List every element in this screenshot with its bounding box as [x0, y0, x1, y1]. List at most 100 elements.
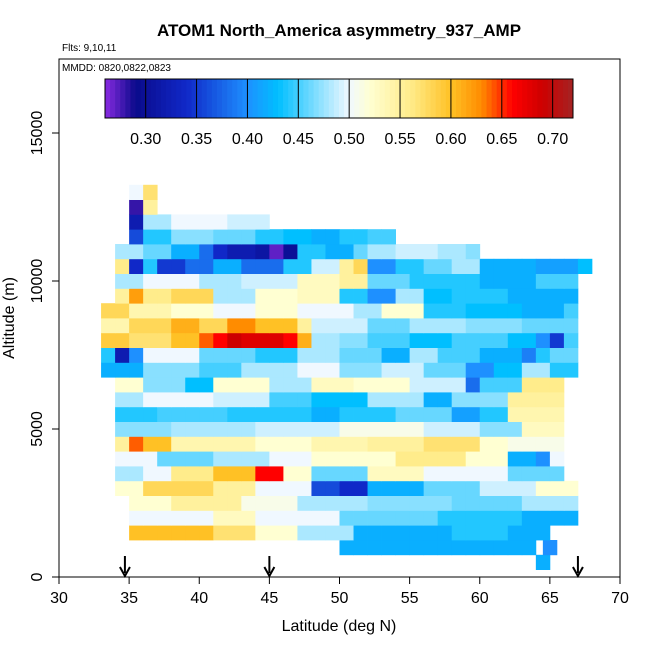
heatmap-cell [367, 466, 382, 482]
heatmap-cell [227, 421, 242, 437]
heatmap-cell [493, 332, 509, 348]
heatmap-cell [283, 362, 298, 378]
heatmap-cell [199, 229, 214, 245]
heatmap-cell [171, 362, 186, 378]
heatmap-cell [521, 377, 537, 393]
heatmap-cell [479, 510, 495, 526]
heatmap-cell [493, 421, 509, 437]
heatmap-cell [115, 273, 130, 289]
heatmap-cell [129, 332, 144, 348]
heatmap-cell [185, 258, 200, 274]
heatmap-cell [367, 436, 382, 452]
heatmap-cell [157, 258, 172, 274]
heatmap-cell [535, 480, 551, 496]
heatmap-cell [451, 244, 467, 260]
colorbar-swatch [252, 79, 259, 118]
heatmap-cell [171, 451, 186, 467]
colorbar-swatch [298, 79, 304, 118]
heatmap-cell [241, 525, 256, 541]
colorbar-swatch [425, 79, 432, 118]
heatmap-cell [563, 362, 579, 378]
heatmap-cell [115, 362, 130, 378]
heatmap-cell [437, 244, 453, 260]
heatmap-cell [269, 436, 284, 452]
flights-label: Flts: 9,10,11 [62, 43, 117, 54]
heatmap-cell [213, 510, 228, 526]
heatmap-cell [115, 258, 130, 274]
heatmap-cell [479, 421, 495, 437]
heatmap-cell [423, 303, 439, 319]
heatmap-cell [451, 273, 467, 289]
heatmap-cell [129, 406, 144, 422]
heatmap-cell [171, 392, 186, 408]
heatmap-cell [381, 303, 396, 319]
heatmap-cell [157, 244, 172, 260]
heatmap-cell [353, 229, 368, 245]
heatmap-cell [311, 525, 326, 541]
heatmap-cell [409, 258, 425, 274]
heatmap-cell [227, 525, 242, 541]
heatmap-cell [465, 451, 481, 467]
heatmap-cell [339, 362, 354, 378]
heatmap-cell [269, 421, 284, 437]
colorbar-swatch [369, 79, 376, 118]
heatmap-cell [367, 540, 382, 556]
heatmap-cell [185, 451, 200, 467]
y-tick-label: 10000 [29, 259, 46, 304]
heatmap-cell [143, 303, 158, 319]
heatmap-cell [423, 540, 439, 556]
heatmap-cell [409, 466, 425, 482]
heatmap-cell [199, 406, 214, 422]
heatmap-cell [367, 273, 382, 289]
heatmap-cell [479, 318, 495, 334]
heatmap-cell [507, 436, 523, 452]
heatmap-cell [409, 495, 425, 511]
heatmap-cell [339, 377, 354, 393]
heatmap-cell [199, 362, 214, 378]
heatmap-cell [185, 214, 200, 230]
heatmap-cell [339, 540, 354, 556]
colorbar-tick-label: 0.30 [130, 131, 161, 148]
heatmap-cell [269, 229, 284, 245]
heatmap-cell [465, 540, 481, 556]
heatmap-cell [339, 229, 354, 245]
heatmap-cell [143, 288, 158, 304]
heatmap-cell [563, 480, 579, 496]
heatmap-cell [507, 451, 523, 467]
colorbar-swatch [450, 79, 457, 118]
heatmap-cell [507, 347, 523, 363]
heatmap-cell [423, 258, 439, 274]
heatmap-cell [283, 377, 298, 393]
colorbar-swatch [532, 79, 538, 118]
colorbar-swatch [476, 79, 482, 118]
heatmap-cell [381, 436, 396, 452]
heatmap-cell [353, 332, 368, 348]
heatmap-cell [283, 318, 298, 334]
heatmap-cell [339, 495, 354, 511]
colorbar-frame [104, 78, 574, 119]
colorbar-swatch [537, 79, 543, 118]
heatmap-cell [269, 318, 284, 334]
heatmap-cell [143, 510, 158, 526]
heatmap-cell [353, 495, 368, 511]
heatmap-cell [381, 392, 396, 408]
colorbar-swatch [166, 79, 172, 118]
colorbar-swatch [379, 79, 386, 118]
heatmap-cell [171, 510, 186, 526]
heatmap-cell [423, 392, 439, 408]
heatmap-cell [129, 244, 144, 260]
heatmap-cell [199, 421, 214, 437]
heatmap-cell [115, 480, 130, 496]
heatmap-cell [423, 466, 439, 482]
heatmap-cell [199, 258, 214, 274]
heatmap-cell [353, 347, 368, 363]
heatmap-cell [437, 466, 453, 482]
arrow-head-icon [263, 566, 276, 579]
heatmap-cell [521, 303, 537, 319]
heatmap-cell [437, 495, 453, 511]
heatmap-cell [241, 436, 256, 452]
heatmap-cell [353, 451, 368, 467]
heatmap-cell [451, 436, 467, 452]
heatmap-cell [367, 362, 382, 378]
heatmap-cell [465, 525, 481, 541]
